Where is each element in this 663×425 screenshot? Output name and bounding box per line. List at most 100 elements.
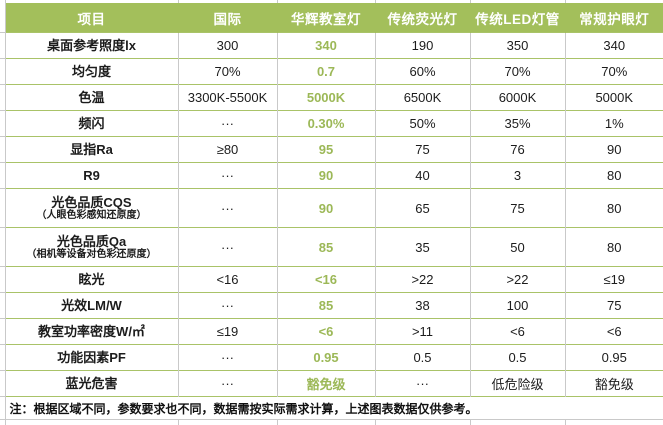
highlight-value-cell: 95 [277, 137, 375, 163]
row-label: 均匀度 [5, 59, 178, 85]
value-cell: 0.5 [470, 345, 565, 371]
row-label: 光色品质CQS（人眼色彩感知还原度） [5, 189, 178, 228]
table-row: 教室功率密度W/㎡≤19<6>11<6<6 [0, 319, 663, 345]
value-cell: 75 [470, 189, 565, 228]
value-cell: <6 [470, 319, 565, 345]
column-header-regular-eyecare-lamp: 常规护眼灯 [565, 3, 663, 33]
value-cell: ··· [178, 111, 277, 137]
value-cell: ··· [178, 189, 277, 228]
value-cell: 80 [565, 189, 663, 228]
row-label: 蓝光危害 [5, 371, 178, 397]
value-cell: 豁免级 [565, 371, 663, 397]
value-cell: 6000K [470, 85, 565, 111]
value-cell: 40 [375, 163, 470, 189]
value-cell: 80 [565, 228, 663, 267]
gridline-stub [277, 420, 375, 425]
table-header-row: 项目 国际 华辉教室灯 传统荧光灯 传统LED灯管 常规护眼灯 [0, 3, 663, 33]
value-cell: 70% [470, 59, 565, 85]
footnote-text: 注：根据区域不同，参数要求也不同，数据需按实际需求计算，上述图表数据仅供参考。 [5, 397, 663, 420]
value-cell: 350 [470, 33, 565, 59]
value-cell: 80 [565, 163, 663, 189]
row-label: R9 [5, 163, 178, 189]
value-cell: 38 [375, 293, 470, 319]
gridline-stub [470, 420, 565, 425]
value-cell: 5000K [565, 85, 663, 111]
value-cell: >22 [375, 267, 470, 293]
value-cell: 76 [470, 137, 565, 163]
value-cell: 0.5 [375, 345, 470, 371]
value-cell: ··· [178, 163, 277, 189]
gridline-stub [375, 420, 470, 425]
value-cell: 75 [375, 137, 470, 163]
value-cell: >22 [470, 267, 565, 293]
value-cell: <6 [565, 319, 663, 345]
value-cell: 300 [178, 33, 277, 59]
gridline-stub [178, 420, 277, 425]
highlight-value-cell: 340 [277, 33, 375, 59]
value-cell: 60% [375, 59, 470, 85]
value-cell: <16 [178, 267, 277, 293]
row-label: 功能因素PF [5, 345, 178, 371]
table-row: 眩光<16<16>22>22≤19 [0, 267, 663, 293]
value-cell: >11 [375, 319, 470, 345]
value-cell: 0.95 [565, 345, 663, 371]
highlight-value-cell: 90 [277, 163, 375, 189]
column-header-traditional-led-tube: 传统LED灯管 [470, 3, 565, 33]
highlight-value-cell: <16 [277, 267, 375, 293]
column-header-international: 国际 [178, 3, 277, 33]
footnote-row: 注：根据区域不同，参数要求也不同，数据需按实际需求计算，上述图表数据仅供参考。 [0, 397, 663, 420]
value-cell: 3300K-5500K [178, 85, 277, 111]
value-cell: ≥80 [178, 137, 277, 163]
row-label: 光效LM/W [5, 293, 178, 319]
value-cell: ··· [178, 371, 277, 397]
value-cell: 100 [470, 293, 565, 319]
row-label: 频闪 [5, 111, 178, 137]
value-cell: 50% [375, 111, 470, 137]
value-cell: 50 [470, 228, 565, 267]
value-cell: 6500K [375, 85, 470, 111]
gridline-stub [565, 420, 663, 425]
row-label: 桌面参考照度lx [5, 33, 178, 59]
value-cell: 35% [470, 111, 565, 137]
gridline-strip-bottom [0, 420, 663, 425]
highlight-value-cell: 85 [277, 293, 375, 319]
value-cell: 90 [565, 137, 663, 163]
value-cell: ··· [178, 293, 277, 319]
value-cell: ··· [178, 228, 277, 267]
row-label: 光色品质Qa（相机等设备对色彩还原度） [5, 228, 178, 267]
value-cell: 70% [178, 59, 277, 85]
row-label: 眩光 [5, 267, 178, 293]
value-cell: ··· [375, 371, 470, 397]
value-cell: 340 [565, 33, 663, 59]
value-cell: ··· [178, 345, 277, 371]
column-header-traditional-fluorescent: 传统荧光灯 [375, 3, 470, 33]
value-cell: 低危险级 [470, 371, 565, 397]
column-header-item: 项目 [5, 3, 178, 33]
highlight-value-cell: 0.30% [277, 111, 375, 137]
value-cell: 70% [565, 59, 663, 85]
highlight-value-cell: 5000K [277, 85, 375, 111]
highlight-value-cell: 0.7 [277, 59, 375, 85]
table-row: 蓝光危害···豁免级···低危险级豁免级 [0, 371, 663, 397]
row-label: 教室功率密度W/㎡ [5, 319, 178, 345]
value-cell: 190 [375, 33, 470, 59]
value-cell: 3 [470, 163, 565, 189]
highlight-value-cell: 0.95 [277, 345, 375, 371]
gridline-stub [5, 420, 178, 425]
value-cell: 35 [375, 228, 470, 267]
row-label: 显指Ra [5, 137, 178, 163]
value-cell: 1% [565, 111, 663, 137]
value-cell: ≤19 [178, 319, 277, 345]
highlight-value-cell: 豁免级 [277, 371, 375, 397]
column-header-huahui-classroom-light: 华辉教室灯 [277, 3, 375, 33]
value-cell: 75 [565, 293, 663, 319]
